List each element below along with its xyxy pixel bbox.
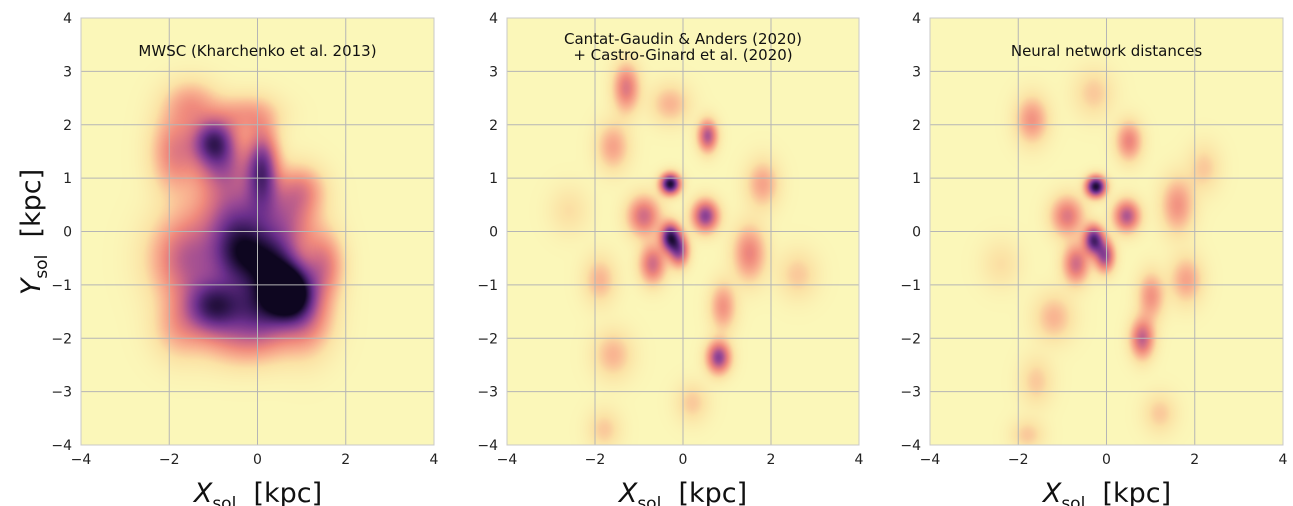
- y-axis-label-unit: [kpc]: [16, 169, 47, 238]
- y-tick-label: 2: [63, 118, 72, 134]
- y-tick-label: 3: [489, 64, 498, 80]
- y-tick-label: 4: [912, 11, 921, 27]
- x-axis-label-panel-1: Xsol [kpc]: [192, 478, 322, 506]
- y-tick-label: 4: [489, 11, 498, 27]
- x-axis-label-var: X: [1041, 478, 1062, 506]
- plot-frame: [506, 17, 860, 446]
- x-axis-label-panel-3: Xsol [kpc]: [1041, 478, 1171, 506]
- x-axis-label-var: X: [617, 478, 638, 506]
- y-tick-label: −3: [51, 385, 72, 401]
- x-axis-label-unit: [kpc]: [678, 478, 747, 506]
- y-tick-label: −2: [51, 331, 72, 347]
- x-tick-label: −2: [159, 452, 180, 468]
- y-tick-label: 0: [912, 225, 921, 241]
- x-axis-label-unit: [kpc]: [1102, 478, 1171, 506]
- panel-title-line: + Castro-Ginard et al. (2020): [573, 46, 792, 64]
- y-tick-label: 0: [63, 225, 72, 241]
- x-tick-label: 2: [1190, 452, 1199, 468]
- y-tick-label: −3: [900, 385, 921, 401]
- x-tick-label: −4: [71, 452, 92, 468]
- plot-frame: [929, 17, 1284, 446]
- y-tick-label: −4: [51, 438, 72, 454]
- chart-panel-2: −4 −2 0 2 4 4 3 2 1 0 −1 −2 −3 −4 Cantat-Gaudin & Ande…: [477, 11, 863, 468]
- panel-title-line: MWSC (Kharchenko et al. 2013): [138, 42, 376, 60]
- x-tick-label: 0: [1102, 452, 1111, 468]
- panel-title-line: Cantat-Gaudin & Anders (2020): [564, 30, 802, 48]
- y-tick-label: −2: [900, 331, 921, 347]
- y-tick-label: 2: [489, 118, 498, 134]
- x-tick-label: −2: [585, 452, 606, 468]
- x-tick-label: 0: [253, 452, 262, 468]
- y-axis-label: Ysol [kpc]: [16, 169, 52, 295]
- x-axis-label-sub: sol: [212, 494, 236, 506]
- x-axis-label-panel-2: Xsol [kpc]: [617, 478, 747, 506]
- y-tick-label: −4: [900, 438, 921, 454]
- x-tick-label: 2: [767, 452, 776, 468]
- chart-panel-1: −4 −2 0 2 4 4 3 2 1 0 −1 −2 −3 −4 MWSC (Kharchenko et …: [51, 11, 438, 468]
- plot-frame: [80, 17, 435, 446]
- y-tick-label: 1: [912, 171, 921, 187]
- y-tick-label: −3: [477, 385, 498, 401]
- x-tick-label: −4: [920, 452, 941, 468]
- x-tick-label: 0: [679, 452, 688, 468]
- x-axis-label-unit: [kpc]: [253, 478, 322, 506]
- y-tick-label: −1: [477, 278, 498, 294]
- x-tick-label: −4: [497, 452, 518, 468]
- y-tick-label: −2: [477, 331, 498, 347]
- chart-panel-3: −4 −2 0 2 4 4 3 2 1 0 −1 −2 −3 −4 Neural network dista…: [900, 11, 1287, 468]
- y-tick-label: 4: [63, 11, 72, 27]
- y-tick-label: −1: [900, 278, 921, 294]
- x-axis-label-sub: sol: [1061, 494, 1085, 506]
- x-axis-label-var: X: [192, 478, 213, 506]
- x-tick-label: 4: [430, 452, 439, 468]
- y-tick-label: −4: [477, 438, 498, 454]
- y-tick-label: 1: [63, 171, 72, 187]
- y-tick-label: −1: [51, 278, 72, 294]
- x-tick-label: −2: [1008, 452, 1029, 468]
- x-axis-label-sub: sol: [637, 494, 661, 506]
- y-tick-label: 2: [912, 118, 921, 134]
- x-tick-label: 4: [1279, 452, 1288, 468]
- y-tick-label: 0: [489, 225, 498, 241]
- y-axis-label-sub: sol: [32, 255, 52, 279]
- panel-title-line: Neural network distances: [1011, 42, 1202, 60]
- y-tick-label: 3: [63, 64, 72, 80]
- y-tick-label: 3: [912, 64, 921, 80]
- x-tick-label: 4: [855, 452, 864, 468]
- x-tick-label: 2: [341, 452, 350, 468]
- y-tick-label: 1: [489, 171, 498, 187]
- y-axis-label-var: Y: [16, 276, 47, 295]
